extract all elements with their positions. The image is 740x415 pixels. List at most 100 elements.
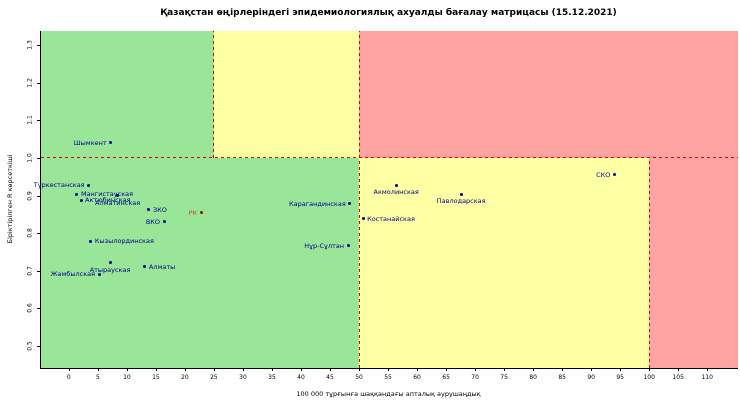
x-tick-label: 95	[616, 374, 625, 381]
data-point	[394, 183, 398, 187]
data-point	[108, 261, 112, 265]
x-tick-label: 20	[181, 374, 189, 381]
y-tick	[37, 82, 40, 84]
data-point	[116, 194, 120, 198]
x-tick-label: 80	[529, 374, 537, 381]
data-point-label: Нұр-Сұлтан	[304, 241, 345, 250]
data-point-label: Костанайская	[367, 214, 415, 223]
data-point	[612, 173, 616, 177]
data-point	[162, 220, 166, 224]
threshold-line	[213, 31, 215, 158]
x-tick	[271, 368, 273, 371]
y-tick-label: 0.5	[26, 341, 34, 351]
x-tick	[184, 368, 186, 371]
x-tick	[591, 368, 593, 371]
zone-yellow-lower	[359, 157, 650, 368]
data-point	[361, 217, 365, 221]
x-tick-label: 15	[152, 374, 160, 381]
x-tick-label: 60	[413, 374, 421, 381]
zone-green-upper	[41, 31, 214, 158]
x-tick-label: 25	[210, 374, 218, 381]
data-point-label: Акмолинская	[373, 188, 419, 197]
x-tick-label: 30	[239, 374, 247, 381]
y-tick-label: 1.3	[26, 40, 34, 51]
x-tick	[155, 368, 157, 371]
x-tick-label: 90	[587, 374, 595, 381]
y-tick-label: 1.2	[26, 78, 34, 88]
x-tick	[388, 368, 390, 371]
data-point	[75, 192, 79, 196]
x-tick	[97, 368, 99, 371]
data-point	[109, 141, 113, 145]
x-tick	[242, 368, 244, 371]
data-point-label: Кызылординская	[94, 236, 154, 245]
x-tick-label: 55	[384, 374, 392, 381]
x-tick-label: 100	[643, 374, 655, 381]
data-point	[87, 183, 91, 187]
y-tick	[37, 345, 40, 347]
chart-title: Қазақстан өңірлеріндегі эпидемиологиялық…	[160, 8, 617, 18]
y-tick	[37, 45, 40, 47]
data-point	[89, 239, 93, 243]
x-tick-label: 0	[66, 374, 71, 381]
data-point	[348, 202, 352, 206]
x-tick-label: 35	[268, 374, 276, 381]
x-tick	[562, 368, 564, 371]
x-tick-label: 5	[95, 374, 100, 381]
x-tick	[475, 368, 477, 371]
y-tick-label: 0.9	[26, 190, 34, 201]
y-tick-label: 1.0	[26, 153, 34, 163]
y-axis-label: Біріктірілген R көрсеткіші	[6, 154, 14, 244]
data-point-label: Мангистауская	[80, 189, 134, 198]
x-tick-label: 45	[326, 374, 334, 381]
x-axis-label: 100 000 тұрғынға шаққандағы апталық ауру…	[296, 390, 481, 398]
y-tick-label: 1.1	[26, 115, 34, 126]
x-tick	[330, 368, 331, 371]
x-tick	[126, 368, 128, 371]
data-point	[459, 192, 463, 196]
data-point	[199, 211, 203, 215]
x-tick	[620, 368, 622, 371]
zone-red-lower	[649, 157, 738, 368]
threshold-line	[358, 31, 360, 368]
x-tick-label: 40	[297, 374, 305, 381]
data-point-label: ВКО	[145, 217, 161, 226]
zone-red-upper	[359, 31, 738, 158]
x-tick	[707, 368, 709, 371]
x-tick	[68, 368, 70, 371]
x-tick-label: 85	[558, 374, 566, 381]
y-tick-label: 0.6	[26, 303, 34, 314]
threshold-line	[648, 157, 650, 368]
x-tick-label: 105	[672, 374, 684, 381]
x-tick	[213, 368, 215, 371]
x-tick	[533, 368, 535, 371]
y-tick	[37, 233, 40, 235]
data-point-label: Туркестанская	[33, 180, 85, 189]
data-point-label: Жамбылская	[50, 269, 96, 278]
data-point	[79, 198, 83, 202]
x-tick	[417, 368, 419, 371]
y-tick	[37, 270, 40, 272]
x-tick	[678, 368, 680, 371]
x-tick-label: 110	[701, 374, 713, 381]
data-point-label: Павлодарская	[436, 197, 486, 206]
y-tick	[37, 195, 40, 197]
threshold-line	[41, 157, 738, 159]
data-point-label: Атырауская	[89, 265, 131, 274]
data-point-label: РК	[188, 208, 198, 217]
zone-green-lower	[41, 157, 360, 368]
data-point-label: Алматы	[148, 262, 176, 271]
x-tick-label: 50	[355, 374, 363, 381]
x-tick	[300, 368, 302, 371]
x-tick	[504, 368, 506, 371]
y-tick	[37, 157, 40, 159]
data-point	[346, 244, 350, 248]
y-tick-label: 0.7	[26, 265, 34, 276]
y-tick	[37, 120, 40, 122]
data-point-label: Шымкент	[73, 138, 107, 147]
y-tick-label: 0.8	[26, 228, 34, 238]
data-point-label: СКО	[596, 170, 611, 179]
x-tick	[446, 368, 448, 371]
y-tick	[37, 308, 40, 310]
